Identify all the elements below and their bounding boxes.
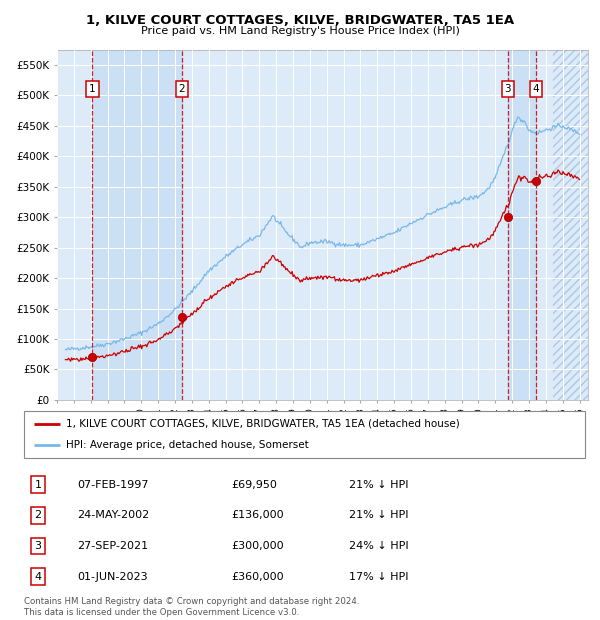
Text: 4: 4 [533,84,539,94]
Text: 24% ↓ HPI: 24% ↓ HPI [349,541,409,551]
Bar [553,50,590,400]
Bar [508,50,536,400]
Text: HPI: Average price, detached house, Somerset: HPI: Average price, detached house, Some… [66,440,309,450]
Text: Contains HM Land Registry data © Crown copyright and database right 2024.
This d: Contains HM Land Registry data © Crown c… [24,598,359,617]
Text: £300,000: £300,000 [232,541,284,551]
Text: 07-FEB-1997: 07-FEB-1997 [77,479,149,490]
Text: 2: 2 [34,510,41,520]
Text: 24-MAY-2002: 24-MAY-2002 [77,510,149,520]
Text: 17% ↓ HPI: 17% ↓ HPI [349,572,409,582]
Text: 21% ↓ HPI: 21% ↓ HPI [349,479,409,490]
Text: 2: 2 [178,84,185,94]
Bar [92,50,182,400]
Text: 1, KILVE COURT COTTAGES, KILVE, BRIDGWATER, TA5 1EA (detached house): 1, KILVE COURT COTTAGES, KILVE, BRIDGWAT… [66,418,460,428]
Text: 4: 4 [34,572,41,582]
Text: 1: 1 [89,84,96,94]
Text: 27-SEP-2021: 27-SEP-2021 [77,541,148,551]
Text: 1: 1 [35,479,41,490]
FancyBboxPatch shape [24,411,585,458]
Text: 3: 3 [505,84,511,94]
Text: £360,000: £360,000 [232,572,284,582]
Text: 3: 3 [35,541,41,551]
Text: Price paid vs. HM Land Registry's House Price Index (HPI): Price paid vs. HM Land Registry's House … [140,26,460,36]
Text: £136,000: £136,000 [232,510,284,520]
Text: 21% ↓ HPI: 21% ↓ HPI [349,510,409,520]
Text: 01-JUN-2023: 01-JUN-2023 [77,572,148,582]
Text: £69,950: £69,950 [232,479,277,490]
Text: 1, KILVE COURT COTTAGES, KILVE, BRIDGWATER, TA5 1EA: 1, KILVE COURT COTTAGES, KILVE, BRIDGWAT… [86,14,514,27]
